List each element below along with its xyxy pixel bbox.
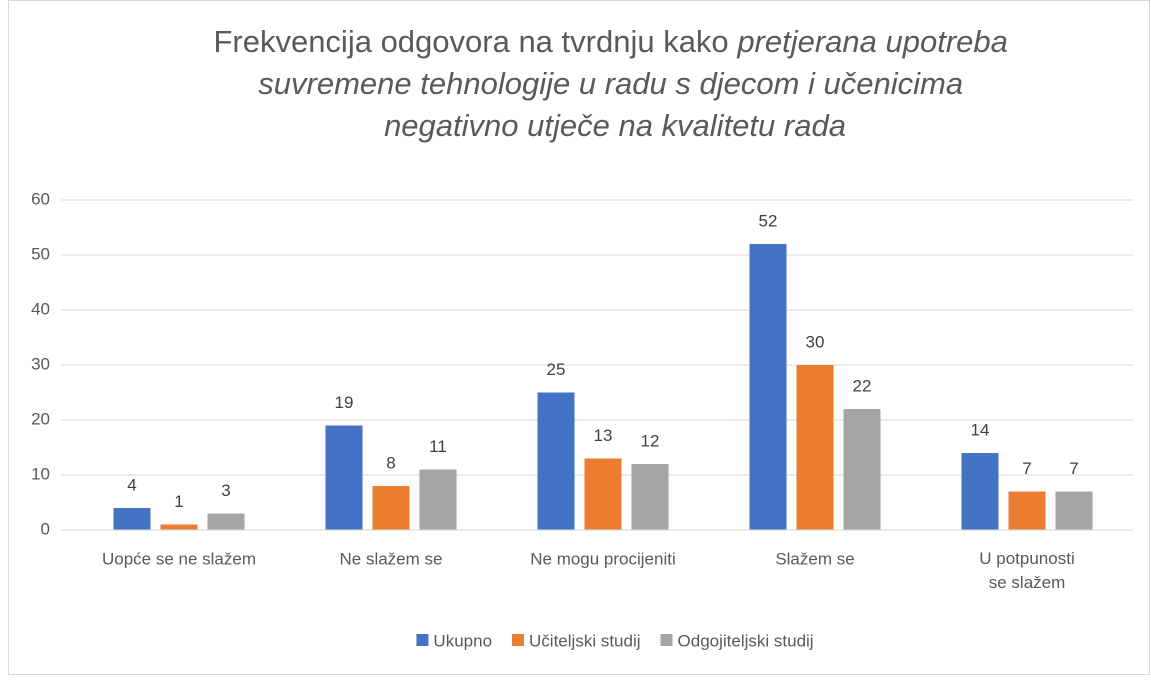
- data-label: 3: [221, 481, 230, 500]
- data-label: 52: [759, 211, 778, 230]
- data-label: 22: [853, 376, 872, 395]
- data-label: 19: [335, 393, 354, 412]
- legend-label: Odgojiteljski studij: [678, 631, 814, 650]
- bar: [749, 244, 787, 530]
- y-tick-label: 60: [31, 189, 50, 208]
- bar: [796, 365, 834, 530]
- data-label: 13: [594, 426, 613, 445]
- bar: [584, 458, 622, 530]
- legend-swatch: [416, 634, 429, 646]
- x-tick-label: Ne mogu procijeniti: [530, 549, 676, 568]
- title-part: Frekvencija odgovora na tvrdnju kako: [213, 24, 728, 59]
- y-tick-label: 0: [41, 519, 50, 538]
- data-label: 11: [429, 437, 447, 456]
- y-tick-label: 10: [31, 464, 50, 483]
- bar: [537, 392, 575, 530]
- bar: [1055, 491, 1093, 530]
- y-tick-label: 30: [31, 354, 50, 373]
- title-part: suvremene tehnologije u radu s djecom i …: [258, 66, 963, 101]
- bar: [372, 486, 410, 530]
- bar: [843, 409, 881, 530]
- legend-label: Ukupno: [433, 631, 492, 650]
- title-part: negativno utječe na kvalitetu rada: [384, 108, 846, 143]
- x-tick-label: U potpunosti se slažem: [979, 549, 1074, 592]
- data-label: 30: [806, 332, 825, 351]
- data-label: 25: [547, 360, 566, 379]
- data-label: 7: [1069, 459, 1078, 478]
- y-tick-label: 50: [31, 244, 50, 263]
- data-label: 8: [386, 453, 395, 472]
- data-label: 7: [1022, 459, 1031, 478]
- bar: [113, 508, 151, 530]
- chart-title: Frekvencija odgovora na tvrdnju kako pre…: [213, 24, 1016, 143]
- data-label: 14: [971, 420, 990, 439]
- chart-border: [8, 0, 1150, 675]
- title-part: pretjerana upotreba: [736, 24, 1008, 59]
- data-label: 12: [641, 431, 660, 450]
- y-tick-label: 20: [31, 409, 50, 428]
- legend: Ukupno Učiteljski studij Odgojiteljski stu…: [416, 631, 814, 650]
- bar: [325, 425, 363, 530]
- data-label: 4: [127, 475, 136, 494]
- bar: [207, 513, 245, 530]
- legend-swatch: [660, 634, 673, 646]
- legend-label: Učiteljski studij: [529, 631, 640, 650]
- x-tick-label: Slažem se: [775, 549, 854, 568]
- y-tick-label: 40: [31, 299, 50, 318]
- bar: [631, 464, 669, 530]
- legend-swatch: [512, 634, 525, 646]
- bar: [1008, 491, 1046, 530]
- x-tick-label: Uopće se ne slažem: [102, 549, 256, 568]
- bar: [160, 524, 198, 530]
- x-tick-label: Ne slažem se: [340, 549, 443, 568]
- data-label: 1: [174, 492, 183, 511]
- bar: [961, 453, 999, 530]
- bar: [419, 469, 457, 530]
